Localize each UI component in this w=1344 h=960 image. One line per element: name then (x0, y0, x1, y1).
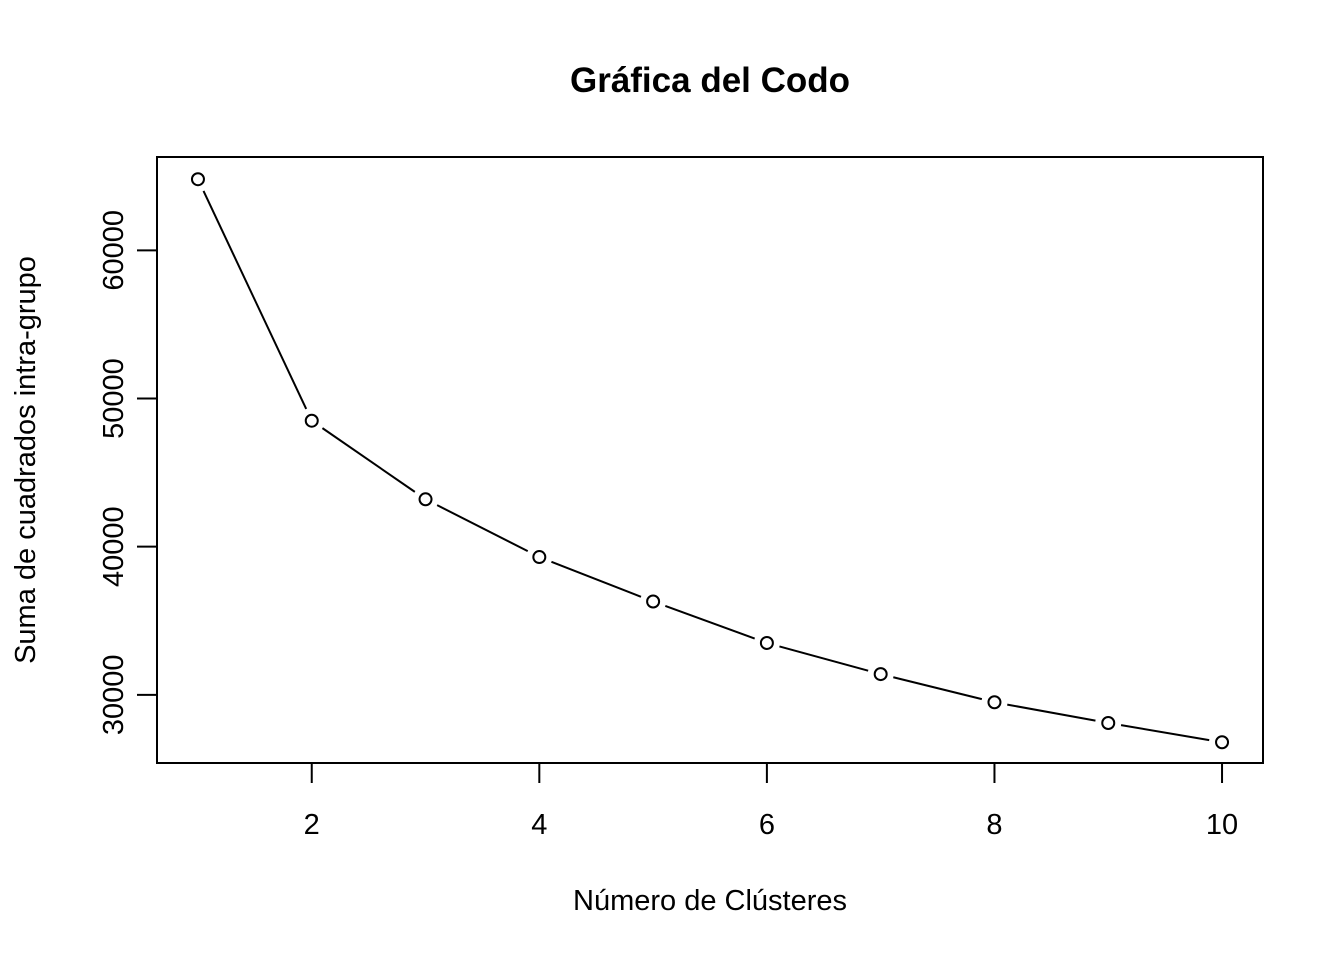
x-axis-title: Número de Clústeres (573, 885, 847, 917)
data-point (1101, 715, 1116, 730)
data-point (1215, 735, 1230, 750)
x-tick-label: 2 (304, 809, 320, 841)
data-point (987, 695, 1002, 710)
data-point (190, 172, 205, 187)
x-tick-label: 8 (986, 809, 1002, 841)
series-line (202, 190, 1210, 742)
y-axis-title: Suma de cuadrados intra-grupo (10, 256, 42, 664)
data-point (759, 635, 774, 650)
y-tick-label: 50000 (98, 358, 130, 439)
x-tick-label: 6 (759, 809, 775, 841)
line-segment (664, 605, 756, 640)
line-segment (321, 427, 416, 493)
line-segment (1120, 724, 1210, 742)
line-segment (551, 560, 642, 598)
chart-title: Gráfica del Codo (570, 61, 850, 100)
plot-frame (156, 156, 1264, 764)
x-tick-label: 4 (531, 809, 547, 841)
y-tick-label: 30000 (98, 655, 130, 736)
data-point (873, 667, 888, 682)
line-segment (779, 645, 869, 672)
line-segment (202, 190, 308, 410)
y-tick-label: 60000 (98, 210, 130, 291)
y-axis: 30000 40000 50000 60000 (98, 210, 157, 735)
x-tick-label: 10 (1206, 809, 1238, 841)
data-points (190, 172, 1230, 750)
line-segment (893, 676, 983, 701)
data-point (532, 550, 547, 565)
x-axis: 2 4 6 8 10 (304, 763, 1238, 841)
data-point (646, 594, 661, 609)
line-segment (436, 504, 529, 553)
y-tick-label: 40000 (98, 506, 130, 587)
data-point (304, 413, 319, 428)
data-point (418, 492, 433, 507)
line-segment (1007, 703, 1096, 722)
